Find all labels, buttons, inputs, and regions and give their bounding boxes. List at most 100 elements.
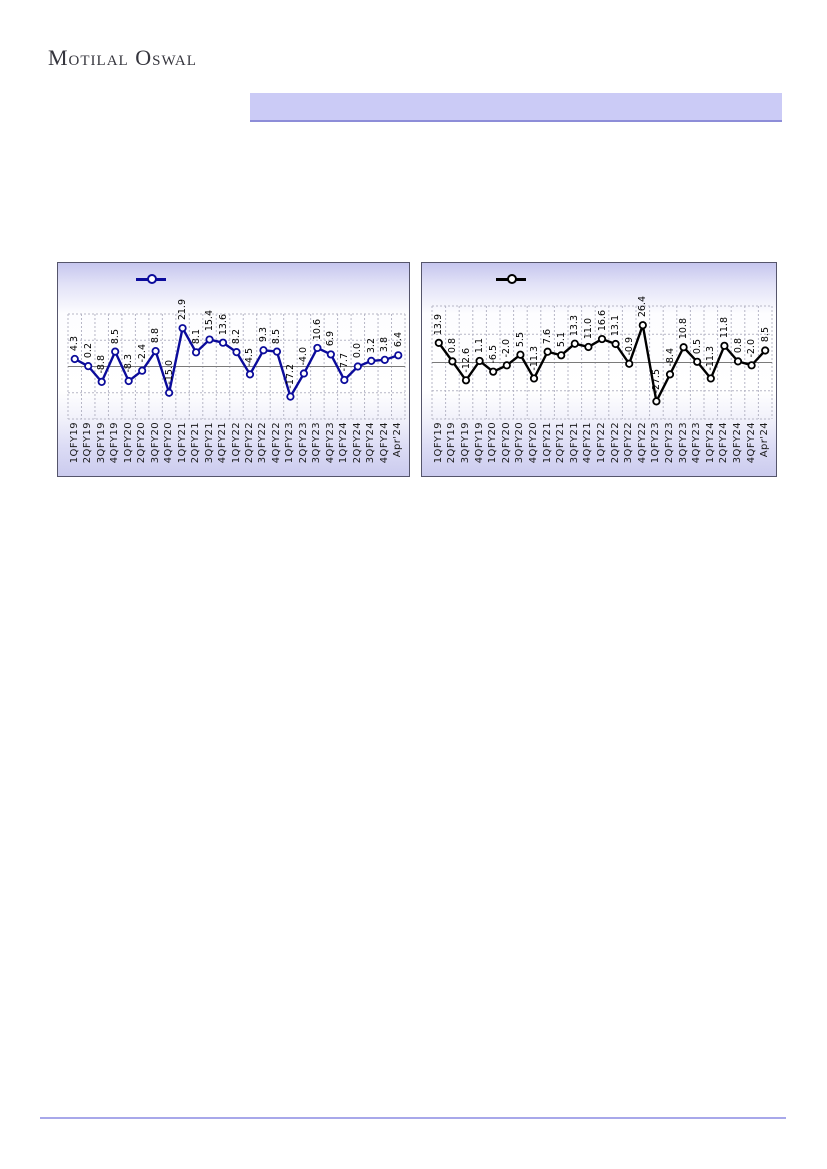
footer-divider — [40, 1117, 786, 1119]
data-point-marker — [448, 357, 457, 366]
data-point-marker — [245, 370, 255, 379]
x-axis-label: 4QFY24 — [378, 422, 390, 464]
x-axis-label: 4QFY23 — [324, 422, 336, 464]
data-point-marker — [761, 346, 770, 355]
quarterly-line-chart-right: 13.9 0.8 -12.6 1.1 -6.5 -2.0 5.5 -11.3 7.6 5.1 13.… — [421, 262, 777, 477]
quarterly-line-chart-left: 4.3 0.2 -8.8 8.5 -8.3 -2.4 8.8 -15.0 21.9 8.1 15.4… — [57, 262, 410, 477]
x-axis-label: Apr'24 — [392, 422, 404, 458]
value-label: -8.4 — [664, 347, 676, 367]
value-label: -2.4 — [136, 344, 148, 363]
x-axis-label: 2QFY23 — [297, 422, 309, 464]
x-axis-label: Apr'24 — [759, 422, 771, 458]
data-point-marker — [652, 397, 661, 406]
value-label: -8.8 — [96, 355, 108, 374]
x-axis-label: 3QFY21 — [568, 422, 580, 464]
x-axis-label: 1QFY24 — [338, 422, 350, 464]
value-label: -6.5 — [487, 345, 499, 364]
value-label: 13.1 — [610, 314, 622, 336]
data-point-marker — [232, 348, 241, 357]
value-label: -2.0 — [501, 338, 513, 358]
x-axis-label: 4QFY20 — [163, 422, 175, 464]
data-point-marker — [299, 369, 308, 378]
x-axis-label: 2QFY24 — [351, 422, 363, 464]
data-point-marker — [570, 339, 579, 348]
value-label: 16.6 — [596, 309, 608, 332]
x-axis-label: 3QFY22 — [257, 422, 269, 464]
value-label: 0.0 — [352, 343, 364, 359]
data-point-marker — [178, 324, 187, 333]
x-axis-label: 3QFY19 — [460, 422, 471, 464]
data-point-marker — [111, 347, 120, 356]
x-axis-label: 1QFY23 — [284, 422, 296, 464]
data-point-marker — [151, 347, 160, 356]
x-axis-label: 2QFY19 — [446, 422, 458, 464]
value-label: -11.3 — [528, 345, 540, 371]
data-point-marker — [679, 343, 688, 352]
data-point-marker — [693, 357, 702, 366]
x-axis-label: 3QFY24 — [365, 422, 377, 464]
data-point-marker — [259, 346, 268, 355]
value-label: -4.5 — [244, 347, 256, 367]
value-label: 11.0 — [582, 317, 594, 339]
value-label: -11.3 — [705, 345, 717, 371]
x-axis-label: 4QFY22 — [636, 422, 648, 464]
data-point-marker — [380, 355, 389, 364]
data-point-marker — [720, 341, 729, 350]
data-point-marker — [367, 356, 376, 366]
value-label: 3.8 — [379, 336, 391, 352]
value-label: 10.6 — [311, 318, 323, 340]
value-label: 26.4 — [637, 296, 649, 318]
x-axis-label: 1QFY22 — [596, 422, 607, 464]
value-label: 8.1 — [190, 329, 202, 345]
x-axis-label: 1QFY22 — [230, 422, 242, 464]
data-point-marker — [286, 392, 295, 401]
x-axis-label: 3QFY23 — [677, 422, 689, 464]
value-label: 15.4 — [204, 310, 216, 332]
value-label: 8.5 — [759, 327, 771, 343]
value-label: 6.9 — [325, 331, 337, 347]
value-label: -7.7 — [338, 353, 350, 372]
data-point-marker — [733, 357, 743, 366]
x-axis-label: 4QFY21 — [217, 422, 229, 464]
data-point-marker — [97, 377, 106, 387]
value-label: -2.0 — [746, 338, 758, 358]
data-point-marker — [747, 361, 756, 370]
value-label: 3.2 — [365, 337, 377, 353]
x-axis-label: 4QFY22 — [270, 422, 282, 464]
x-axis-label: 1QFY20 — [487, 422, 499, 464]
x-axis-label: 2QFY22 — [243, 422, 255, 464]
x-axis-label: 2QFY21 — [555, 422, 567, 464]
value-label: 13.3 — [569, 314, 581, 336]
x-axis-label: 1QFY19 — [432, 422, 444, 464]
data-point-marker — [638, 321, 647, 330]
x-axis-label: 1QFY21 — [541, 422, 553, 464]
data-point-marker — [191, 348, 201, 357]
value-label: 5.5 — [514, 331, 526, 347]
x-axis-label: 2QFY22 — [609, 422, 621, 464]
data-point-marker — [584, 342, 593, 352]
value-label: 0.8 — [732, 338, 744, 354]
x-axis-label: 1QFY24 — [704, 422, 716, 464]
x-axis-label: 3QFY19 — [95, 422, 107, 464]
x-axis-label: 2QFY20 — [500, 422, 512, 464]
x-axis-label: 3QFY20 — [149, 422, 161, 464]
data-point-marker — [611, 339, 620, 349]
value-label: -12.6 — [460, 347, 472, 373]
value-label: 8.2 — [231, 329, 242, 345]
data-point-marker — [625, 359, 634, 368]
data-point-marker — [461, 376, 471, 385]
data-point-marker — [272, 347, 282, 356]
data-point-marker — [340, 375, 349, 385]
data-point-marker — [394, 351, 403, 360]
value-label: 6.4 — [392, 332, 404, 348]
data-point-marker — [313, 343, 322, 353]
data-point-marker — [434, 338, 443, 347]
data-point-marker — [218, 338, 228, 347]
value-label: 4.3 — [69, 335, 81, 351]
value-label: -8.3 — [123, 354, 135, 374]
x-axis-label: 4QFY24 — [745, 422, 757, 464]
data-point-marker — [529, 374, 539, 383]
value-label: 8.5 — [271, 328, 283, 344]
x-axis-label: 2QFY23 — [664, 422, 675, 464]
